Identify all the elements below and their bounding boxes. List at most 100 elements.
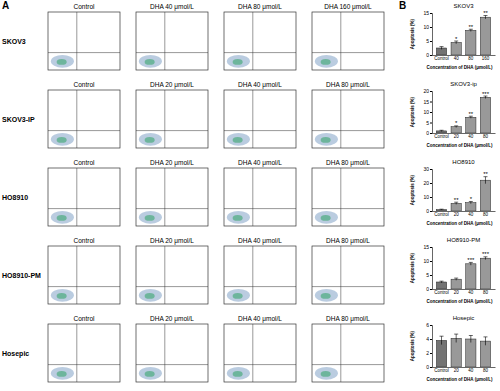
cell-cluster-core (57, 371, 67, 377)
cell-cluster (315, 55, 338, 68)
x-tick: 80 (483, 367, 489, 373)
quadrant-line (224, 52, 296, 53)
y-tick-mark (430, 41, 432, 42)
error-cap (483, 336, 487, 337)
cell-cluster (139, 55, 162, 68)
panel-frame (224, 324, 296, 382)
y-tick: 0 (426, 364, 432, 370)
y-tick-mark (430, 289, 432, 290)
flow-panel: DHA 20 μmol/L (136, 81, 208, 148)
quadrant-line (312, 208, 384, 209)
y-tick-label: 15 (423, 244, 429, 250)
flow-panel: Control (48, 3, 120, 70)
panel-frame (48, 246, 120, 304)
y-tick: 15 (423, 244, 432, 250)
y-tick: 4 (426, 336, 432, 342)
y-axis-title: Apoptosis (%) (410, 96, 415, 127)
quadrant-line (224, 286, 296, 287)
cell-cluster (51, 289, 74, 302)
row-label: HO8910 (2, 194, 28, 201)
quadrant-line (136, 364, 208, 365)
cell-cluster-core (145, 371, 155, 377)
quadrant-line (252, 324, 253, 382)
cell-cluster-core (321, 59, 331, 65)
x-tick-label: 80 (483, 290, 489, 295)
cell-cluster (227, 55, 250, 68)
chart-title: SKOV3 (453, 3, 474, 9)
panel-frame (312, 168, 384, 226)
quadrant-line (252, 246, 253, 304)
y-axis-line (430, 170, 433, 212)
cell-cluster (51, 133, 74, 146)
quadrant-line (224, 130, 296, 131)
panel-title: DHA 40 μmol/L (238, 237, 282, 245)
panel-title: Control (74, 81, 96, 88)
quadrant-line (340, 246, 341, 304)
panel-frame (312, 246, 384, 304)
flow-panel: DHA 80 μmol/L (224, 3, 296, 70)
x-tick-label: 40 (468, 134, 474, 139)
y-tick-mark (430, 123, 432, 124)
y-tick-label: 15 (423, 10, 429, 16)
quadrant-line (76, 168, 77, 226)
y-tick: 15 (423, 10, 432, 16)
panel-title: DHA 80 μmol/L (326, 159, 370, 167)
y-tick-label: 10 (423, 109, 429, 115)
quadrant-line (340, 324, 341, 382)
cell-cluster-core (321, 137, 331, 143)
significance: * (455, 36, 458, 42)
y-tick-mark (430, 211, 432, 212)
error-bar (456, 334, 457, 342)
panel-title: DHA 160 μmol/L (324, 3, 372, 11)
panel-title: DHA 20 μmol/L (150, 159, 194, 167)
panel-title: Control (74, 3, 96, 10)
y-tick-label: 10 (423, 24, 429, 30)
chart-title: HO8910-PM (447, 237, 480, 243)
cell-cluster-core (57, 215, 67, 221)
x-tick: 40 (468, 211, 474, 217)
y-tick: 0 (426, 286, 432, 292)
x-axis-title: Concentration of DHA (μmol/L) (427, 65, 493, 70)
bar (451, 279, 461, 289)
quadrant-line (136, 52, 208, 53)
x-tick: 20 (454, 211, 460, 217)
y-tick-mark (430, 55, 432, 56)
y-tick-mark (430, 13, 432, 14)
cell-cluster (315, 289, 338, 302)
y-tick-label: 20 (423, 88, 429, 94)
flow-panel: Control (48, 81, 120, 148)
error-cap (440, 46, 444, 47)
x-tick: Control (434, 133, 449, 139)
y-tick: 2 (426, 350, 432, 356)
y-tick-label: 10 (423, 258, 429, 264)
cell-cluster-core (57, 59, 67, 65)
significance: ** (468, 24, 473, 30)
y-tick-mark (430, 169, 432, 170)
x-tick-label: 80 (483, 134, 489, 139)
panel-frame (136, 246, 208, 304)
y-tick-label: 0 (426, 286, 429, 292)
flow-panel: DHA 80 μmol/L (312, 315, 384, 382)
panel-label: B (399, 0, 406, 11)
cell-cluster-core (321, 293, 331, 299)
quadrant-line (48, 286, 120, 287)
plot-area (436, 257, 490, 289)
panel-title: DHA 40 μmol/L (150, 3, 194, 11)
bar (466, 117, 476, 133)
flow-panel: Control (48, 237, 120, 304)
plot-area (436, 96, 490, 133)
x-axis: Control204080 (433, 289, 496, 295)
y-axis-title: Apoptosis (%) (410, 330, 415, 361)
y-tick: 6 (426, 322, 432, 328)
x-tick: 40 (454, 55, 460, 61)
row-label: SKOV3 (2, 38, 26, 45)
panel-frame (136, 90, 208, 148)
error-cap (440, 209, 444, 210)
cell-cluster-core (57, 293, 67, 299)
panel-title: DHA 20 μmol/L (150, 315, 194, 323)
panel-frame (312, 12, 384, 70)
bar (466, 203, 476, 211)
x-tick-label: 40 (454, 56, 460, 61)
flow-panel: DHA 20 μmol/L (136, 237, 208, 304)
y-tick-mark (430, 91, 432, 92)
